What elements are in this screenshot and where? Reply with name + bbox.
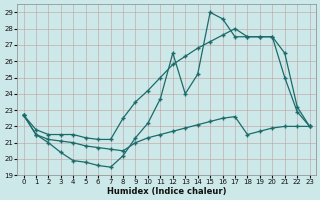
X-axis label: Humidex (Indice chaleur): Humidex (Indice chaleur) [107,187,226,196]
